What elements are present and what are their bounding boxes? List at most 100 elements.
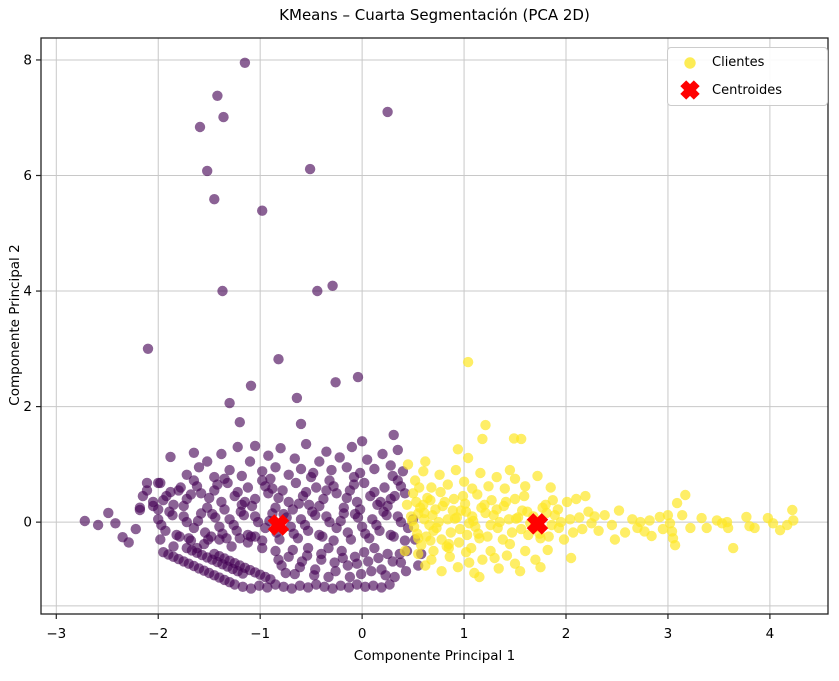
scatter-point — [447, 505, 458, 516]
scatter-point — [265, 473, 276, 484]
scatter-point — [191, 481, 203, 492]
scatter-point — [232, 441, 243, 453]
scatter-point — [385, 460, 396, 471]
legend: Clientes Centroides — [667, 47, 828, 106]
scatter-point — [646, 530, 657, 542]
scatter-point — [239, 57, 251, 68]
x-tick-label: −1 — [250, 626, 270, 642]
scatter-point — [565, 552, 577, 564]
scatter-point — [509, 493, 521, 505]
scatter-point — [545, 482, 556, 493]
scatter-point — [606, 519, 618, 531]
scatter-point — [363, 556, 374, 567]
x-tick-label: 3 — [664, 626, 673, 642]
scatter-point — [155, 477, 166, 489]
scatter-point — [564, 514, 576, 525]
scatter-point — [586, 518, 597, 529]
scatter-point — [462, 452, 474, 464]
scatter-point — [459, 498, 471, 509]
scatter-point — [305, 471, 317, 483]
scatter-point — [341, 462, 352, 473]
scatter-point — [428, 525, 439, 536]
y-tick-label: 0 — [23, 515, 32, 531]
scatter-point — [270, 462, 281, 473]
scatter-point — [270, 545, 281, 557]
scatter-point — [437, 500, 448, 512]
scatter-point — [301, 550, 313, 561]
scatter-point — [399, 545, 411, 557]
scatter-point — [609, 534, 621, 545]
scatter-point — [302, 582, 314, 593]
clientes-circle-icon — [668, 52, 712, 74]
scatter-point — [389, 490, 400, 502]
scatter-point — [449, 513, 461, 524]
y-tick-label: 4 — [23, 284, 32, 300]
scatter-point — [453, 537, 465, 548]
scatter-point — [376, 582, 387, 593]
scatter-point — [516, 433, 527, 445]
scatter-point — [286, 583, 297, 594]
scatter-point — [287, 544, 298, 556]
scatter-point — [443, 542, 454, 554]
scatter-point — [249, 511, 261, 522]
scatter-point — [355, 568, 367, 580]
centroides-x-icon — [668, 75, 712, 105]
scatter-point — [382, 106, 393, 118]
scatter-point — [498, 500, 509, 512]
scatter-point — [242, 537, 254, 548]
scatter-point — [219, 504, 230, 515]
scatter-point — [257, 466, 268, 477]
scatter-point — [254, 580, 265, 591]
scatter-point — [348, 479, 360, 490]
scatter-point — [377, 448, 388, 460]
x-tick-label: −3 — [46, 626, 66, 642]
scatter-point — [395, 481, 407, 492]
scatter-point — [561, 496, 573, 508]
scatter-point — [249, 440, 261, 452]
scatter-point — [419, 514, 430, 525]
scatter-point — [530, 554, 541, 565]
legend-label-centroides: Centroides — [712, 82, 783, 98]
scatter-point — [444, 551, 455, 562]
scatter-point — [311, 482, 322, 493]
scatter-point — [319, 581, 330, 592]
scatter-point — [330, 566, 341, 577]
scatter-point — [549, 510, 560, 521]
x-axis-label: Componente Principal 1 — [353, 648, 516, 664]
series-centroides — [267, 513, 549, 536]
scatter-point — [401, 499, 413, 510]
scatter-point — [395, 557, 407, 568]
scatter-point — [664, 518, 676, 529]
centroid-x-marker — [526, 513, 549, 535]
scatter-point — [218, 111, 229, 123]
scatter-point — [520, 545, 531, 557]
scatter-point — [619, 527, 631, 538]
scatter-point — [155, 534, 166, 545]
scatter-point — [480, 507, 491, 519]
scatter-point — [183, 533, 194, 544]
scatter-point — [164, 506, 175, 517]
scatter-point — [635, 516, 646, 528]
scatter-point — [644, 515, 655, 526]
scatter-point — [482, 531, 493, 542]
scatter-point — [728, 542, 739, 554]
scatter-point — [696, 512, 707, 524]
scatter-point — [677, 510, 688, 521]
scatter-point — [171, 529, 182, 541]
scatter-point — [767, 518, 779, 529]
scatter-point — [323, 571, 334, 583]
scatter-point — [321, 446, 332, 457]
scatter-point — [237, 581, 248, 592]
scatter-point — [257, 542, 268, 554]
scatter-point — [450, 464, 462, 476]
scatter-point — [226, 541, 237, 552]
scatter-point — [110, 518, 121, 529]
scatter-point — [657, 523, 669, 535]
y-tick-label: 2 — [23, 399, 32, 415]
scatter-point — [307, 506, 318, 517]
scatter-point — [239, 496, 251, 508]
scatter-point — [295, 463, 307, 475]
series-cluster-0-clientes-purple — [79, 57, 427, 594]
scatter-point — [369, 463, 380, 475]
